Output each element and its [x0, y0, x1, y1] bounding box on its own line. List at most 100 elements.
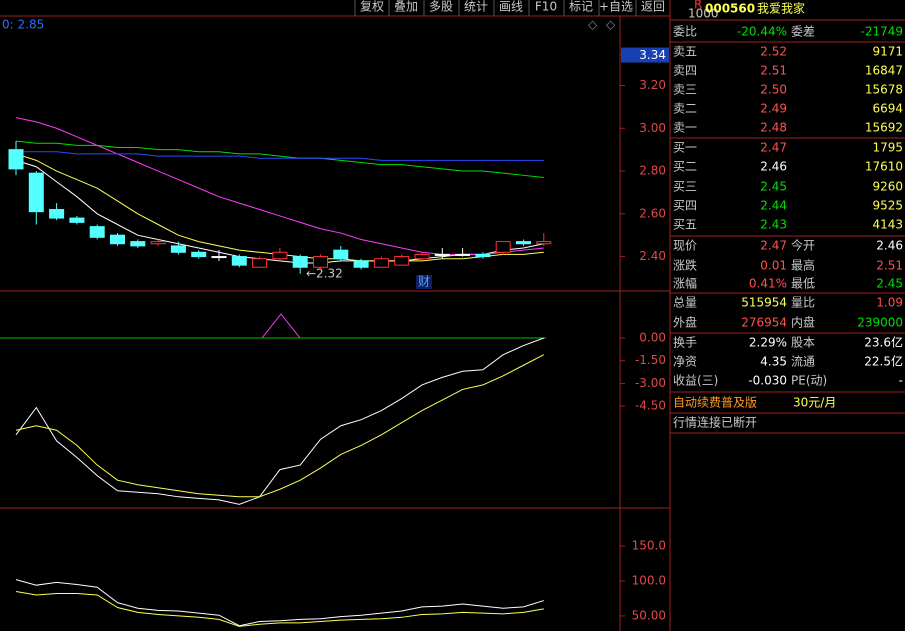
candle-body	[455, 253, 471, 256]
candle-body	[434, 253, 450, 256]
candle-body	[170, 245, 186, 253]
quote-value: 23.6亿	[864, 335, 903, 350]
toolbar-button[interactable]: +自选	[599, 0, 633, 14]
finance-marker-box	[416, 275, 432, 289]
icon: ◇	[606, 18, 616, 32]
quote-value: 9525	[872, 199, 903, 213]
ma-line	[15, 590, 544, 627]
toolbar-button[interactable]: F10	[535, 0, 557, 14]
quote-label: 收益(三)	[673, 374, 718, 388]
candle-body	[536, 241, 552, 245]
quote-label: 净资	[673, 355, 697, 369]
toolbar-button[interactable]: 叠加	[394, 0, 418, 14]
quote-value: 2.47	[760, 239, 787, 253]
quote-value: 2.51	[876, 259, 903, 273]
quote-value: 2.50	[760, 83, 787, 97]
quote-label: 买四	[673, 199, 697, 213]
quote-value: 9260	[872, 180, 903, 194]
candle-body	[130, 241, 146, 247]
candle-body	[28, 172, 44, 213]
candle-body	[353, 260, 369, 268]
quote-label: 现价	[673, 239, 697, 253]
toolbar-button[interactable]: 画线	[499, 0, 523, 14]
y-tick-label: -4.50	[635, 399, 666, 413]
quote-value: -21749	[860, 25, 903, 39]
candle-body	[313, 256, 328, 268]
quote-value: -	[899, 374, 903, 388]
quote-value: -0.030	[748, 374, 787, 388]
quote-label: 委比	[673, 25, 697, 39]
quote-label: 买五	[673, 218, 697, 232]
candle-body	[394, 256, 410, 266]
quote-label: 涨幅	[673, 276, 697, 291]
quote-label: 卖五	[673, 45, 697, 59]
quote-value: 2.45	[760, 180, 787, 194]
quote-value: 2.49	[760, 102, 787, 116]
badge-bottom: 1000	[688, 7, 719, 21]
quote-value: 2.47	[760, 141, 787, 155]
toolbar-button[interactable]: 返回	[641, 0, 665, 14]
candle-body	[8, 149, 24, 170]
quote-value: 22.5亿	[864, 354, 903, 369]
quote-label: 流通	[791, 355, 815, 369]
candle-body	[495, 241, 511, 253]
quote-label: 卖四	[673, 64, 697, 78]
finance-marker: 财	[418, 275, 430, 289]
ma-line	[15, 579, 544, 627]
quote-value: 4.35	[760, 355, 787, 369]
quote-value: 0.01	[760, 259, 787, 273]
quote-value: 15678	[865, 83, 903, 97]
quote-label: 量比	[791, 296, 815, 310]
quote-value: 515954	[741, 296, 787, 310]
quote-label: 内盘	[791, 315, 815, 330]
stock-code: 000560	[705, 2, 755, 16]
quote-value: 9171	[872, 45, 903, 59]
stock-name: 我爱我家	[757, 1, 805, 16]
quote-value: 16847	[865, 64, 903, 78]
quote-value: 15692	[865, 121, 903, 135]
candle-body	[414, 253, 430, 260]
candle-body	[475, 253, 491, 258]
toolbar-button[interactable]: 多股	[429, 0, 453, 14]
y-tick-label: 50.00	[632, 608, 666, 622]
quote-value: 1795	[872, 141, 903, 155]
quote-label: 换手	[673, 336, 697, 350]
tick-highlight	[621, 47, 669, 63]
toolbar-button[interactable]: 复权	[360, 0, 384, 14]
quote-label: 买三	[673, 180, 697, 194]
y-tick-label: -1.50	[635, 353, 666, 367]
y-tick-label: 2.80	[639, 164, 666, 178]
toolbar-button[interactable]: 标记	[569, 0, 593, 14]
quote-label: 卖一	[673, 121, 697, 135]
candle-body	[110, 234, 125, 245]
badge-top: R	[694, 0, 702, 12]
quote-value: 1.09	[876, 296, 903, 310]
quote-value: 2.45	[876, 277, 903, 291]
candle-body	[69, 217, 85, 223]
quote-value: 2.48	[760, 121, 787, 135]
candle-body	[150, 241, 166, 245]
quote-value: 6694	[872, 102, 903, 116]
quote-label: 卖三	[673, 83, 697, 97]
quote-label: 外盘	[673, 315, 697, 330]
y-tick-label: -3.00	[635, 376, 666, 390]
quote-label: 总量	[673, 296, 697, 310]
toolbar-button[interactable]: 统计	[464, 0, 488, 14]
candle-body	[49, 209, 65, 219]
candle-body	[333, 249, 349, 260]
ma-line	[16, 151, 544, 161]
quote-value: 0.41%	[749, 277, 787, 291]
quote-label: 买二	[673, 160, 697, 174]
price-info: 0: 2.85	[2, 18, 44, 32]
icon: ◇	[588, 18, 598, 32]
y-tick-label: 3.20	[639, 78, 666, 92]
y-tick-label: 2.40	[639, 249, 666, 263]
candle-body	[373, 258, 389, 268]
ma-line	[15, 354, 545, 498]
ma-line	[15, 337, 544, 505]
promo-price: 30元/月	[793, 396, 836, 410]
ma-line	[15, 140, 544, 178]
quote-label: 卖二	[673, 102, 697, 116]
quote-value: 2.46	[876, 239, 903, 253]
